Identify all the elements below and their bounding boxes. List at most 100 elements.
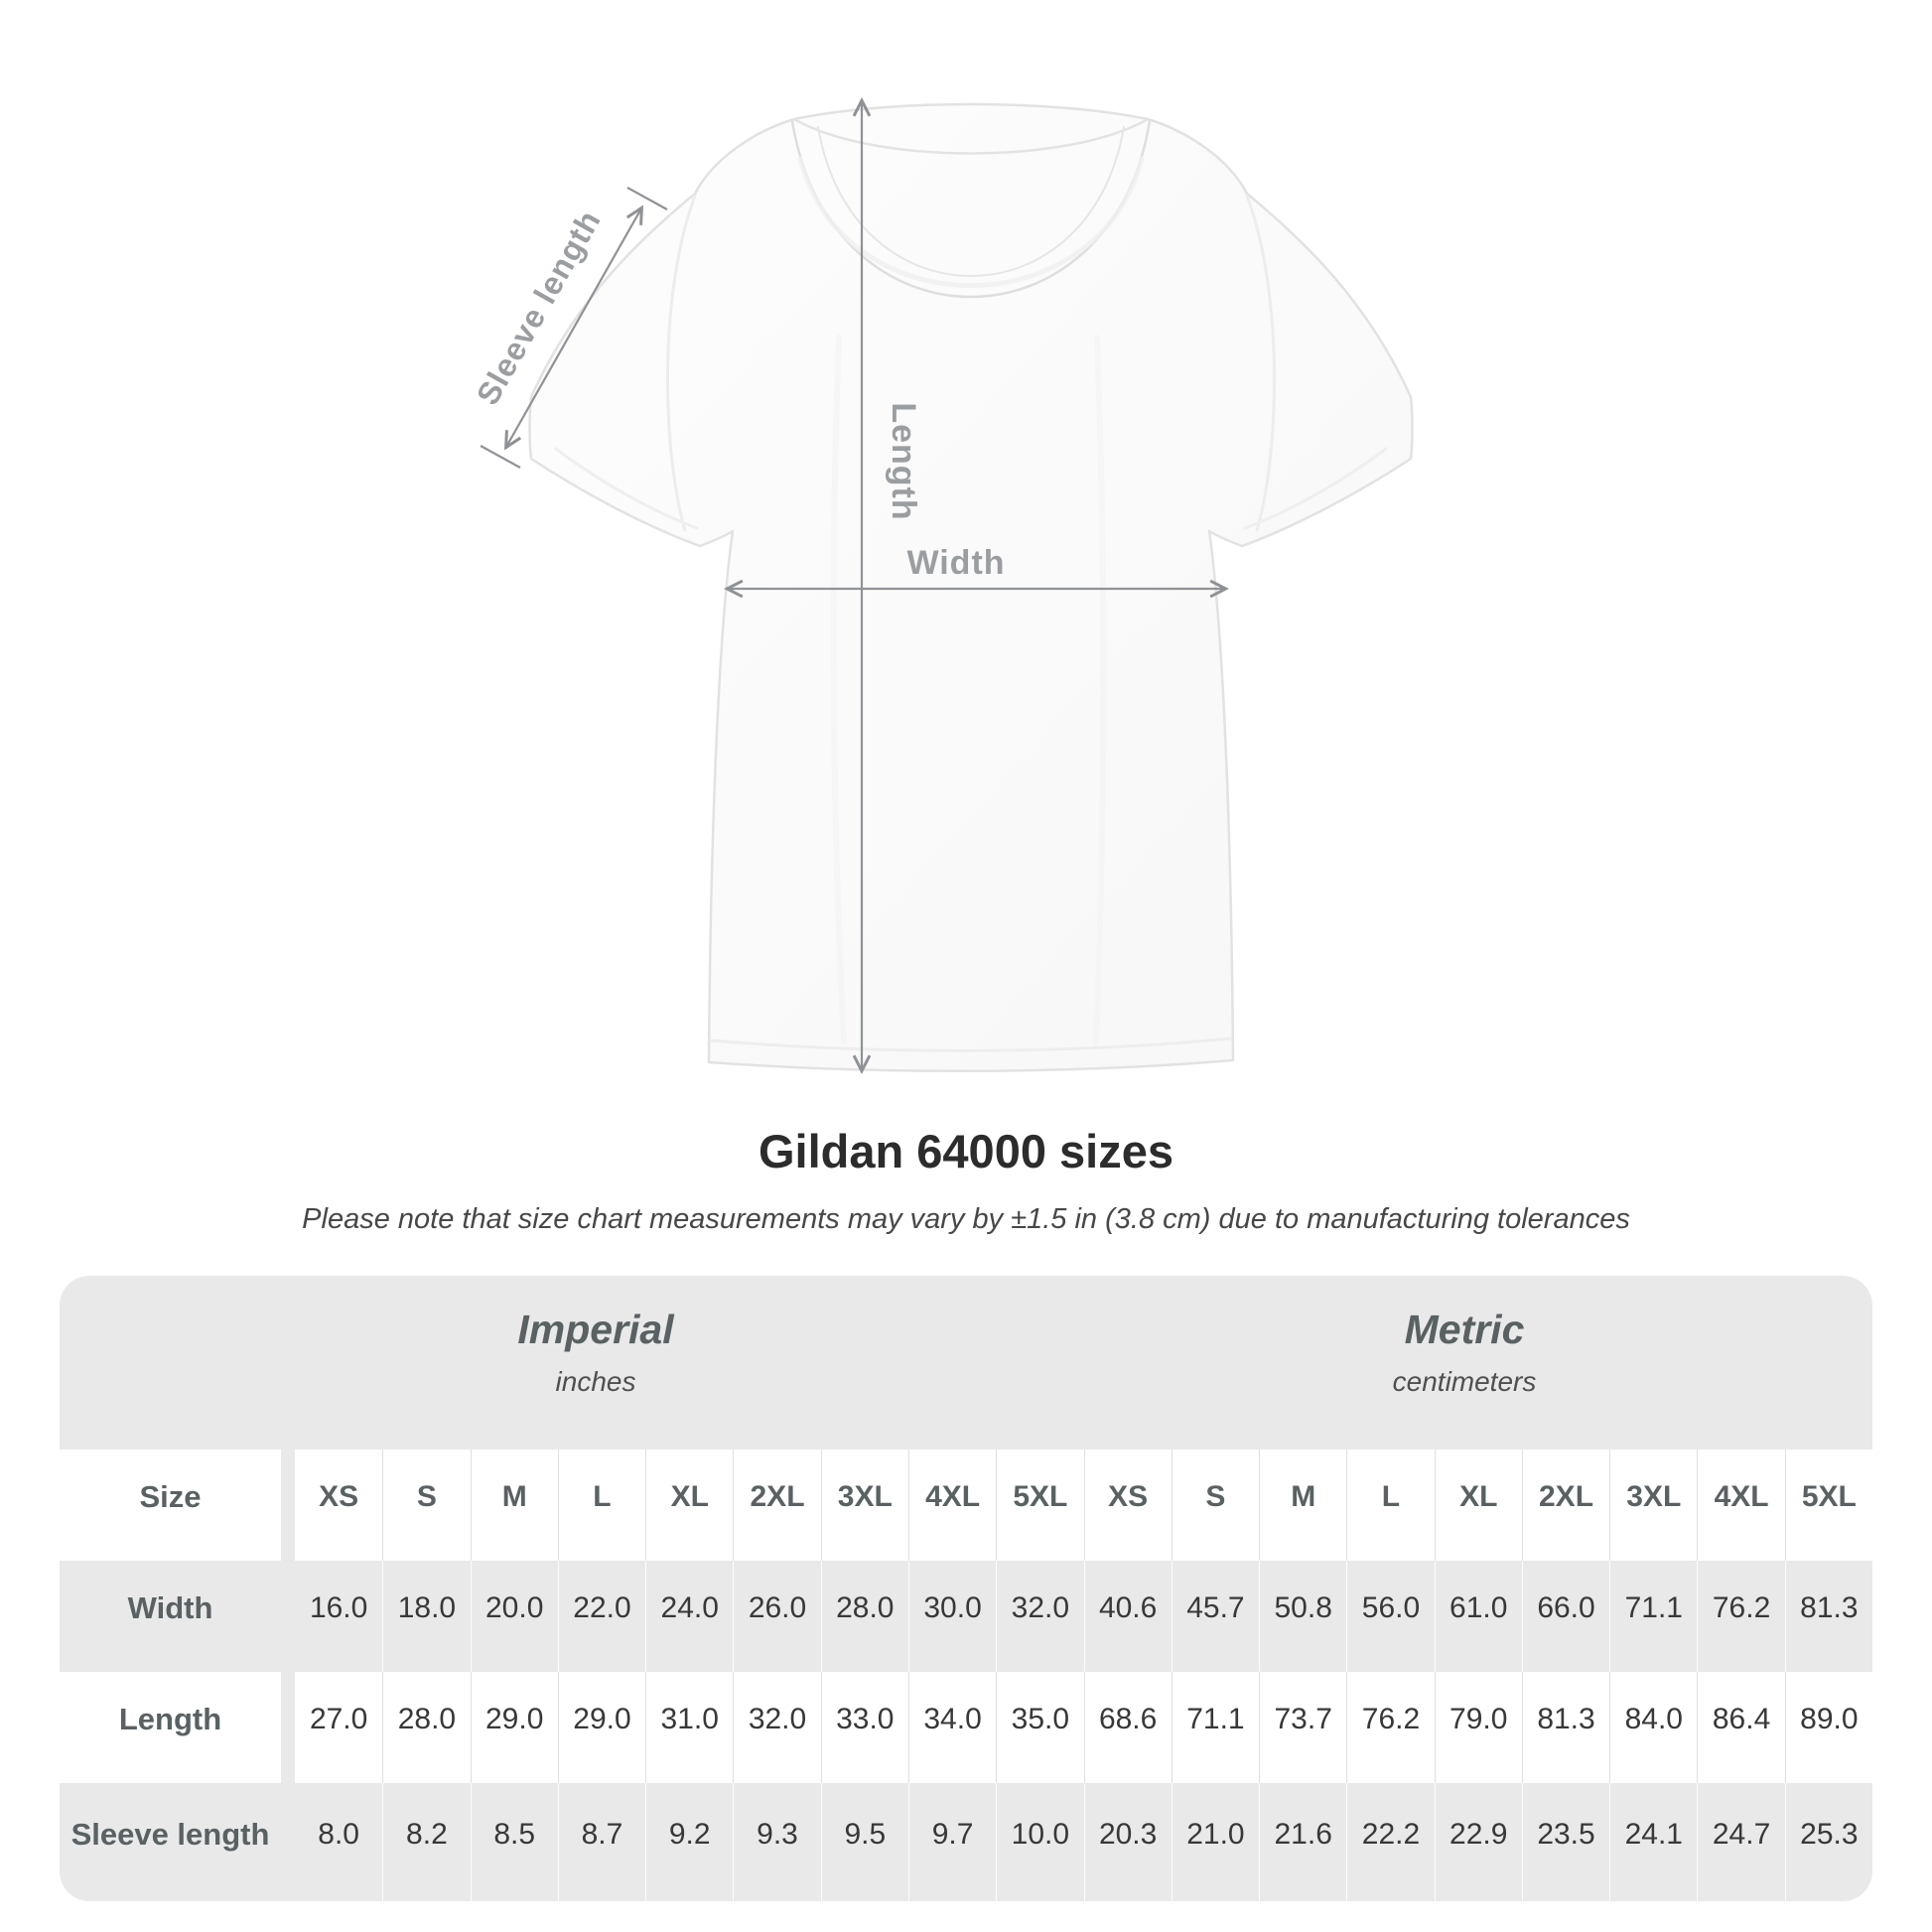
metric-unit-label: centimeters xyxy=(1392,1366,1537,1397)
measurement-cell: 32.0 xyxy=(996,1561,1083,1672)
unit-group-header-row: Imperial inches Metric centimeters xyxy=(60,1276,1872,1449)
measurement-cell: 9.3 xyxy=(733,1783,820,1901)
size-column-header: 2XL xyxy=(1521,1449,1610,1561)
measurement-cell: 8.5 xyxy=(470,1783,558,1901)
measurement-cell: 34.0 xyxy=(907,1672,997,1783)
size-row-header: Size xyxy=(60,1449,281,1561)
measurement-cell: 28.0 xyxy=(820,1561,908,1672)
measurement-cell: 32.0 xyxy=(733,1672,821,1783)
measurement-cell: 61.0 xyxy=(1434,1561,1522,1672)
measurement-cell: 31.0 xyxy=(645,1672,734,1783)
measurement-cell: 16.0 xyxy=(309,1591,368,1624)
size-column-header: S xyxy=(1171,1449,1260,1561)
measurement-cell: 50.8 xyxy=(1259,1561,1346,1672)
tolerance-note: Please note that size chart measurements… xyxy=(302,1203,1630,1235)
measurement-cell: 66.0 xyxy=(1521,1561,1609,1672)
size-column-header: M xyxy=(1259,1449,1347,1561)
measurement-cell: 56.0 xyxy=(1346,1561,1434,1672)
measurement-cell: 71.1 xyxy=(1609,1561,1697,1672)
tshirt-collar xyxy=(790,117,1152,299)
measurement-cell: 22.0 xyxy=(557,1561,645,1672)
measurement-cell: 35.0 xyxy=(996,1672,1084,1783)
size-column-header: S xyxy=(382,1449,471,1561)
measurement-cell: 10.0 xyxy=(996,1783,1083,1901)
width-label: Width xyxy=(906,544,1005,582)
measurement-cell: 27.0 xyxy=(295,1672,383,1783)
measurement-cell: 20.0 xyxy=(470,1561,558,1672)
measurement-row: Length 27.0 28.0 29.0 29.0 31.0 32.0 33.0 34.0 35… xyxy=(60,1672,1872,1783)
measurement-cell: 24.1 xyxy=(1609,1783,1697,1901)
size-column-header: 3XL xyxy=(820,1449,908,1561)
measurement-cell: 33.0 xyxy=(820,1672,908,1783)
measurement-cell: 81.3 xyxy=(1521,1672,1610,1783)
measurement-row: Width 16.0 18.0 20.0 22.0 24.0 26.0 28.0 30.0 32.… xyxy=(60,1561,1872,1672)
imperial-label: Imperial xyxy=(517,1307,674,1352)
measurement-cell: 23.5 xyxy=(1521,1783,1609,1901)
measurement-cell: 8.2 xyxy=(382,1783,470,1901)
size-column-header: XS xyxy=(295,1449,383,1561)
size-column-header: 4XL xyxy=(907,1449,997,1561)
size-table: Imperial inches Metric centimeters Size X… xyxy=(60,1276,1872,1901)
size-column-header: XL xyxy=(645,1449,734,1561)
tshirt-seams xyxy=(554,194,1388,1052)
sleeve-dimension-cap-bottom xyxy=(480,445,521,469)
metric-label: Metric xyxy=(1404,1307,1525,1352)
size-column-header: L xyxy=(557,1449,646,1561)
size-header-row: Size XS S M L XL 2XL 3XL 4XL 5XL XS S M L XL 2XL 3XL 4XL 5… xyxy=(60,1449,1872,1561)
measurement-cell: 24.7 xyxy=(1697,1783,1784,1901)
dimension-lines xyxy=(480,101,1225,1070)
measurement-cell: 28.0 xyxy=(382,1672,471,1783)
measurement-cell: 73.7 xyxy=(1259,1672,1347,1783)
row-label: Length xyxy=(60,1672,281,1783)
measurement-cell: 89.0 xyxy=(1784,1672,1872,1783)
sleeve-dimension-line xyxy=(506,208,641,447)
measurement-cell: 24.0 xyxy=(645,1561,733,1672)
size-column-header: 3XL xyxy=(1609,1449,1698,1561)
measurement-cell: 68.6 xyxy=(1083,1672,1172,1783)
measurement-cell: 79.0 xyxy=(1434,1672,1522,1783)
measurement-cell: 21.6 xyxy=(1259,1783,1346,1901)
measurement-cell: 40.6 xyxy=(1083,1561,1172,1672)
page-title: Gildan 64000 sizes xyxy=(758,1125,1174,1177)
measurement-cell: 9.7 xyxy=(907,1783,996,1901)
measurement-cell: 9.5 xyxy=(820,1783,908,1901)
tshirt-diagram: Sleeve length Length Width xyxy=(470,0,1414,1114)
size-column-header: 2XL xyxy=(733,1449,821,1561)
measurement-cell: 29.0 xyxy=(557,1672,646,1783)
measurement-rows: Width 16.0 18.0 20.0 22.0 24.0 26.0 28.0 30.0 32.… xyxy=(60,1561,1872,1901)
measurement-cell: 84.0 xyxy=(1609,1672,1698,1783)
tshirt-outline xyxy=(528,102,1414,1072)
measurement-cell: 71.1 xyxy=(1171,1672,1260,1783)
column-gap xyxy=(281,1561,295,1672)
measurement-cell: 22.2 xyxy=(1346,1783,1434,1901)
size-column-header: XS xyxy=(1083,1449,1172,1561)
measurement-cell: 20.3 xyxy=(1083,1783,1172,1901)
measurement-cell: 8.7 xyxy=(557,1783,645,1901)
measurement-cell: 86.4 xyxy=(1697,1672,1785,1783)
length-label: Length xyxy=(885,402,922,520)
size-column-header: L xyxy=(1346,1449,1435,1561)
row-label: Sleeve length xyxy=(70,1816,270,1852)
size-column-header: 5XL xyxy=(1784,1449,1872,1561)
measurement-cell: 45.7 xyxy=(1171,1561,1259,1672)
measurement-cell: 9.2 xyxy=(645,1783,733,1901)
row-label: Width xyxy=(127,1590,213,1625)
sleeve-dimension-cap-top xyxy=(626,187,668,210)
size-column-header: M xyxy=(470,1449,558,1561)
imperial-unit-label: inches xyxy=(555,1366,636,1397)
measurement-cell: 26.0 xyxy=(733,1561,820,1672)
measurement-cell: 81.3 xyxy=(1784,1561,1872,1672)
size-column-header: XL xyxy=(1434,1449,1522,1561)
measurement-cell: 25.3 xyxy=(1784,1783,1872,1901)
column-gap xyxy=(281,1783,295,1901)
measurement-cell: 29.0 xyxy=(470,1672,558,1783)
column-gap xyxy=(281,1672,295,1783)
measurement-cell: 76.2 xyxy=(1697,1561,1784,1672)
measurement-cell: 76.2 xyxy=(1346,1672,1435,1783)
measurement-row: Sleeve length 8.0 8.2 8.5 8.7 9.2 9.3 9.5 9.7 10.… xyxy=(60,1783,1872,1901)
size-column-header: 4XL xyxy=(1697,1449,1785,1561)
measurement-cell: 18.0 xyxy=(382,1561,470,1672)
size-column-header: 5XL xyxy=(996,1449,1084,1561)
column-gap xyxy=(281,1449,295,1561)
